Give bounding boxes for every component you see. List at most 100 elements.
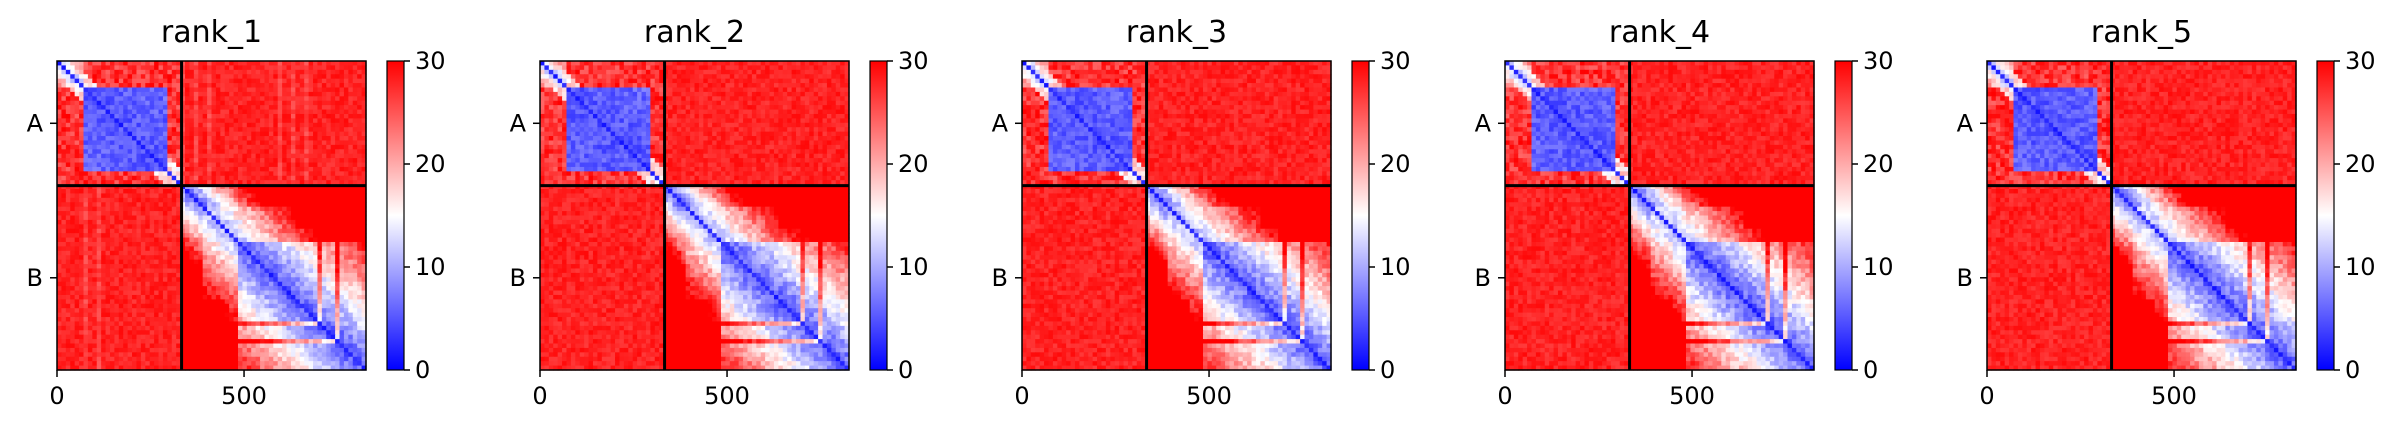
heatmap-cell <box>194 163 199 168</box>
heatmap-cell <box>331 304 336 309</box>
heatmap-cell <box>256 330 261 335</box>
heatmap-cell <box>251 83 256 88</box>
heatmap-cell <box>602 61 607 66</box>
heatmap-cell <box>348 193 353 198</box>
heatmap-cell <box>128 246 133 251</box>
heatmap-cell <box>331 238 336 243</box>
heatmap-cell <box>159 158 164 163</box>
heatmap-cell <box>225 171 230 176</box>
heatmap-cell <box>247 255 252 260</box>
heatmap-cell <box>264 149 269 154</box>
heatmap-cell <box>185 361 190 366</box>
heatmap-cell <box>291 118 296 123</box>
heatmap-cell <box>66 136 71 141</box>
heatmap-cell <box>357 176 362 181</box>
heatmap-cell <box>97 123 102 128</box>
heatmap-cell <box>145 189 150 194</box>
heatmap-cell <box>291 158 296 163</box>
heatmap-cell <box>198 96 203 101</box>
heatmap-cell <box>70 110 75 115</box>
heatmap-cell <box>194 317 199 322</box>
heatmap-cell <box>189 260 194 265</box>
heatmap-cell <box>185 216 190 221</box>
heatmap-cell <box>194 246 199 251</box>
heatmap-cell <box>300 96 305 101</box>
heatmap-cell <box>238 220 243 225</box>
heatmap-cell <box>75 70 80 75</box>
heatmap-cell <box>309 171 314 176</box>
heatmap-cell <box>313 339 318 344</box>
heatmap-cell <box>344 105 349 110</box>
heatmap-cell <box>229 167 234 172</box>
heatmap-cell <box>119 114 124 119</box>
heatmap-cell <box>216 114 221 119</box>
heatmap-cell <box>273 105 278 110</box>
heatmap-cell <box>251 238 256 243</box>
heatmap-cell <box>300 335 305 340</box>
heatmap-cell <box>309 282 314 287</box>
heatmap-cell <box>216 317 221 322</box>
heatmap-cell <box>92 193 97 198</box>
heatmap-cell <box>189 154 194 159</box>
heatmap-cell <box>357 136 362 141</box>
heatmap-cell <box>309 211 314 216</box>
heatmap-cell <box>340 61 345 66</box>
heatmap-cell <box>150 273 155 278</box>
heatmap-cell <box>88 211 93 216</box>
heatmap-cell <box>167 65 172 70</box>
heatmap-cell <box>185 61 190 66</box>
heatmap-cell <box>260 216 265 221</box>
heatmap-cell <box>225 176 230 181</box>
heatmap-cell <box>340 202 345 207</box>
heatmap-cell <box>295 118 300 123</box>
heatmap-cell <box>172 251 177 256</box>
heatmap-cell <box>212 145 217 150</box>
heatmap-cell <box>309 295 314 300</box>
heatmap-cell <box>79 123 84 128</box>
heatmap-cell <box>114 233 119 238</box>
heatmap-cell <box>242 65 247 70</box>
heatmap-cell <box>242 339 247 344</box>
heatmap-cell <box>357 304 362 309</box>
heatmap-cell <box>128 74 133 79</box>
heatmap-cell <box>344 123 349 128</box>
heatmap-cell <box>172 123 177 128</box>
heatmap-cell <box>317 105 322 110</box>
heatmap-cell <box>101 96 106 101</box>
heatmap-cell <box>203 264 208 269</box>
heatmap-cell <box>207 70 212 75</box>
heatmap-cell <box>61 220 66 225</box>
heatmap-cell <box>97 348 102 353</box>
heatmap-cell <box>256 233 261 238</box>
heatmap-cell <box>225 70 230 75</box>
heatmap-cell <box>75 321 80 326</box>
heatmap-cell <box>198 189 203 194</box>
heatmap-cell <box>189 216 194 221</box>
heatmap-cell <box>264 229 269 234</box>
heatmap-cell <box>353 189 358 194</box>
heatmap-cell <box>247 317 252 322</box>
heatmap-cell <box>220 61 225 66</box>
heatmap-cell <box>331 158 336 163</box>
heatmap-cell <box>61 229 66 234</box>
heatmap-cell <box>172 308 177 313</box>
heatmap-cell <box>238 361 243 366</box>
heatmap-cell <box>189 211 194 216</box>
heatmap-cell <box>220 87 225 92</box>
heatmap-cell <box>123 132 128 137</box>
heatmap-cell <box>57 344 62 349</box>
heatmap-cell <box>141 123 146 128</box>
heatmap-cell <box>234 189 239 194</box>
heatmap-cell <box>189 304 194 309</box>
heatmap-cell <box>238 348 243 353</box>
heatmap-cell <box>185 251 190 256</box>
heatmap-cell <box>132 291 137 296</box>
heatmap-cell <box>145 251 150 256</box>
heatmap-cell <box>291 251 296 256</box>
heatmap-cell <box>357 277 362 282</box>
heatmap-cell <box>317 260 322 265</box>
heatmap-cell <box>114 277 119 282</box>
heatmap-cell <box>269 260 274 265</box>
heatmap-cell <box>66 211 71 216</box>
heatmap-cell <box>163 167 168 172</box>
